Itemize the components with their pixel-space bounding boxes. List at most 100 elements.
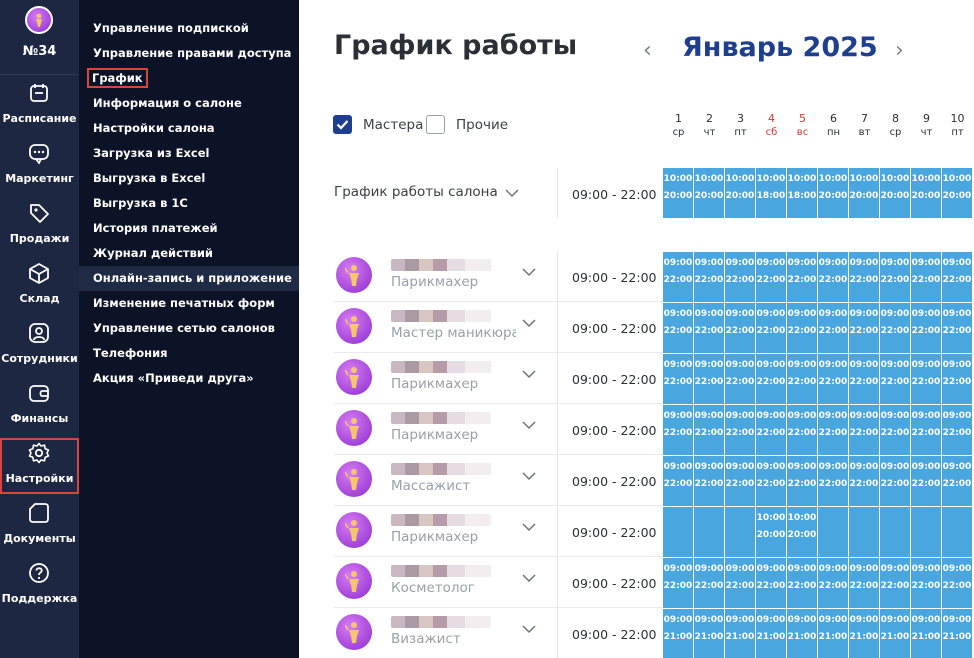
rail-item-5[interactable]: Финансы [0, 378, 79, 434]
schedule-cell[interactable] [694, 507, 724, 557]
submenu-item[interactable]: Выгрузка в Excel [79, 166, 299, 191]
schedule-cell[interactable]: 09:00 22:00 [694, 354, 724, 404]
schedule-cell[interactable]: 09:00 22:00 [818, 456, 848, 506]
schedule-cell[interactable]: 09:00 22:00 [787, 354, 817, 404]
avatar[interactable] [336, 461, 372, 497]
schedule-cell[interactable]: 09:00 22:00 [756, 252, 786, 302]
submenu-item[interactable]: Управление правами доступа [79, 41, 299, 66]
schedule-cell[interactable]: 09:00 21:00 [663, 609, 693, 658]
schedule-cell[interactable]: 09:00 22:00 [725, 252, 755, 302]
submenu-item[interactable]: Акция «Приведи друга» [79, 366, 299, 391]
avatar[interactable] [336, 257, 372, 293]
schedule-cell[interactable]: 10:00 20:00 [818, 168, 848, 218]
schedule-cell[interactable]: 09:00 22:00 [849, 354, 879, 404]
schedule-cell[interactable]: 09:00 22:00 [787, 252, 817, 302]
avatar[interactable] [336, 359, 372, 395]
schedule-cell[interactable]: 09:00 21:00 [942, 609, 972, 658]
schedule-cell[interactable]: 09:00 22:00 [942, 405, 972, 455]
schedule-cell[interactable]: 09:00 22:00 [818, 405, 848, 455]
schedule-cell[interactable]: 09:00 22:00 [942, 252, 972, 302]
schedule-cell[interactable]: 09:00 22:00 [663, 303, 693, 353]
schedule-cell[interactable]: 09:00 22:00 [725, 405, 755, 455]
schedule-cell[interactable]: 09:00 22:00 [911, 456, 941, 506]
schedule-cell[interactable]: 09:00 22:00 [663, 252, 693, 302]
schedule-cell[interactable]: 10:00 18:00 [787, 168, 817, 218]
schedule-cell[interactable]: 09:00 22:00 [880, 456, 910, 506]
schedule-cell[interactable]: 09:00 22:00 [787, 456, 817, 506]
schedule-cell[interactable]: 09:00 21:00 [694, 609, 724, 658]
rail-item-6[interactable]: Настройки [0, 438, 79, 494]
schedule-cell[interactable]: 09:00 22:00 [911, 303, 941, 353]
schedule-cell[interactable]: 09:00 22:00 [725, 456, 755, 506]
schedule-cell[interactable]: 09:00 22:00 [942, 303, 972, 353]
schedule-cell[interactable]: 09:00 22:00 [849, 405, 879, 455]
chevron-down-icon[interactable] [522, 318, 536, 328]
schedule-cell[interactable]: 09:00 22:00 [911, 354, 941, 404]
schedule-cell[interactable]: 10:00 20:00 [725, 168, 755, 218]
schedule-cell[interactable]: 09:00 22:00 [663, 405, 693, 455]
rail-item-8[interactable]: Поддержка [0, 558, 79, 614]
schedule-cell[interactable]: 09:00 22:00 [756, 303, 786, 353]
schedule-cell[interactable]: 10:00 20:00 [787, 507, 817, 557]
rail-item-4[interactable]: Сотрудники [0, 318, 79, 374]
rail-item-2[interactable]: Продажи [0, 198, 79, 254]
schedule-cell[interactable]: 09:00 22:00 [880, 354, 910, 404]
schedule-cell[interactable]: 10:00 20:00 [911, 168, 941, 218]
chevron-down-icon[interactable] [522, 471, 536, 481]
chevron-down-icon[interactable] [522, 522, 536, 532]
schedule-cell[interactable]: 09:00 22:00 [849, 252, 879, 302]
schedule-cell[interactable]: 09:00 22:00 [942, 558, 972, 608]
schedule-cell[interactable]: 09:00 22:00 [818, 252, 848, 302]
schedule-cell[interactable] [663, 507, 693, 557]
schedule-cell[interactable]: 09:00 22:00 [694, 405, 724, 455]
schedule-cell[interactable]: 09:00 22:00 [942, 456, 972, 506]
schedule-cell[interactable]: 09:00 22:00 [663, 456, 693, 506]
schedule-cell[interactable]: 09:00 22:00 [911, 558, 941, 608]
rail-item-7[interactable]: Документы [0, 498, 79, 554]
schedule-cell[interactable]: 09:00 22:00 [725, 558, 755, 608]
schedule-cell[interactable]: 09:00 22:00 [818, 354, 848, 404]
avatar[interactable] [336, 614, 372, 650]
schedule-cell[interactable]: 09:00 22:00 [911, 252, 941, 302]
schedule-cell[interactable]: 09:00 22:00 [694, 303, 724, 353]
rail-item-3[interactable]: Склад [0, 258, 79, 314]
schedule-cell[interactable] [849, 507, 879, 557]
schedule-cell[interactable]: 10:00 20:00 [694, 168, 724, 218]
schedule-cell[interactable] [880, 507, 910, 557]
others-checkbox[interactable] [426, 115, 445, 134]
schedule-cell[interactable]: 09:00 22:00 [880, 252, 910, 302]
schedule-cell[interactable]: 09:00 22:00 [880, 303, 910, 353]
schedule-cell[interactable] [725, 507, 755, 557]
schedule-cell[interactable]: 09:00 21:00 [725, 609, 755, 658]
schedule-cell[interactable]: 10:00 18:00 [756, 168, 786, 218]
schedule-cell[interactable]: 10:00 20:00 [849, 168, 879, 218]
rail-item-1[interactable]: Маркетинг [0, 138, 79, 194]
submenu-item[interactable]: Изменение печатных форм [79, 291, 299, 316]
submenu-item[interactable]: Онлайн-запись и приложение [79, 266, 299, 291]
next-month-button[interactable]: › [895, 38, 904, 63]
schedule-cell[interactable]: 09:00 22:00 [818, 303, 848, 353]
schedule-cell[interactable]: 09:00 22:00 [880, 558, 910, 608]
schedule-cell[interactable]: 09:00 21:00 [818, 609, 848, 658]
schedule-cell[interactable]: 09:00 21:00 [787, 609, 817, 658]
schedule-cell[interactable]: 09:00 22:00 [849, 456, 879, 506]
schedule-cell[interactable]: 09:00 22:00 [880, 405, 910, 455]
schedule-cell[interactable]: 09:00 22:00 [694, 456, 724, 506]
schedule-cell[interactable]: 09:00 22:00 [756, 456, 786, 506]
schedule-cell[interactable]: 09:00 22:00 [818, 558, 848, 608]
avatar[interactable] [336, 512, 372, 548]
schedule-cell[interactable]: 09:00 22:00 [694, 558, 724, 608]
chevron-down-icon[interactable] [505, 188, 519, 198]
schedule-cell[interactable]: 09:00 22:00 [725, 303, 755, 353]
chevron-down-icon[interactable] [522, 369, 536, 379]
submenu-item[interactable]: Выгрузка в 1С [79, 191, 299, 216]
chevron-down-icon[interactable] [522, 267, 536, 277]
submenu-item[interactable]: Информация о салоне [79, 91, 299, 116]
prev-month-button[interactable]: ‹ [643, 38, 652, 63]
schedule-cell[interactable]: 10:00 20:00 [756, 507, 786, 557]
chevron-down-icon[interactable] [522, 573, 536, 583]
schedule-cell[interactable]: 09:00 21:00 [880, 609, 910, 658]
schedule-cell[interactable]: 09:00 21:00 [911, 609, 941, 658]
schedule-cell[interactable]: 09:00 22:00 [787, 405, 817, 455]
schedule-cell[interactable]: 09:00 22:00 [911, 405, 941, 455]
